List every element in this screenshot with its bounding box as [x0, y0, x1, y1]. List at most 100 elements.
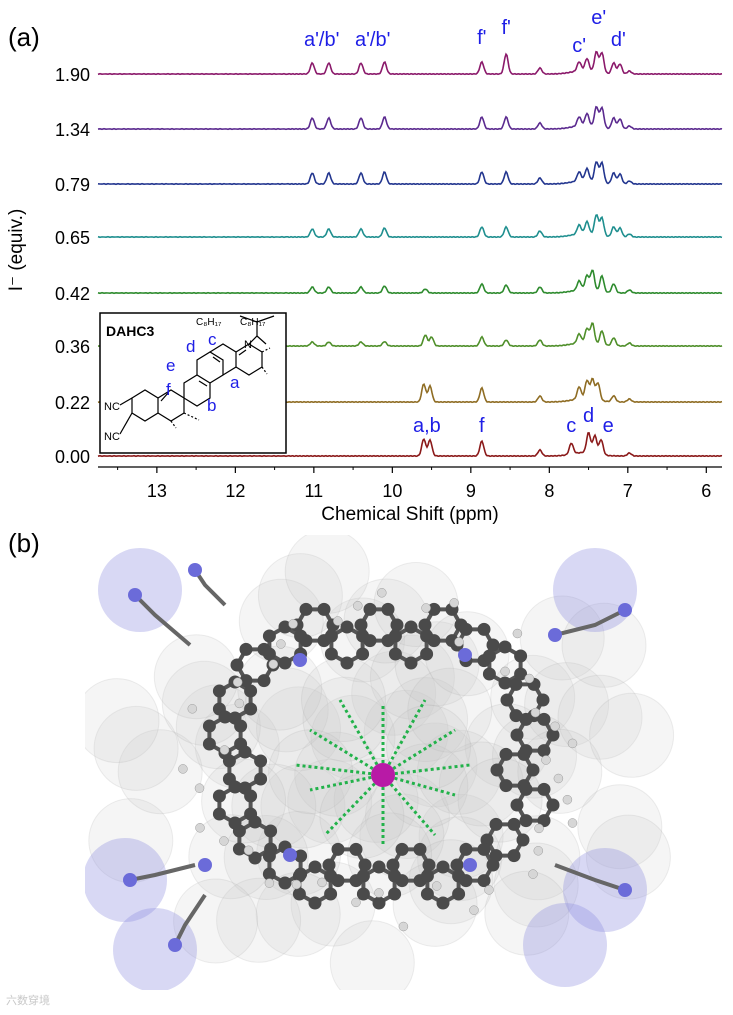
carbon-atom: [517, 747, 531, 761]
nmr-spectra-chart: 1.901.340.790.650.420.360.220.00 a'/b' a'…: [6, 7, 723, 525]
carbon-atom: [452, 887, 466, 901]
molecular-model: [85, 535, 675, 990]
carbon-atom: [218, 710, 232, 724]
hydrogen-atom: [317, 877, 327, 888]
vdw-sphere: [585, 814, 671, 900]
vdw-sphere: [484, 870, 570, 956]
peak-annotation: c': [572, 35, 586, 57]
contact-line: [382, 728, 456, 777]
carbon-atom: [262, 629, 276, 643]
vdw-sphere: [519, 595, 605, 681]
vdw-sphere: [173, 878, 259, 964]
inset-label-c: c: [208, 330, 217, 349]
cyano-bond: [129, 863, 196, 882]
panel-b-label: (b): [8, 528, 40, 558]
x-tick-label: 11: [305, 481, 324, 501]
carbon-atom: [509, 709, 523, 723]
carbon-atom: [519, 814, 533, 828]
vdw-sphere: [93, 705, 179, 791]
contact-line: [323, 773, 385, 837]
atoms: [123, 563, 632, 952]
carbon-atom: [234, 719, 248, 733]
hydrogen-atom: [550, 721, 560, 732]
hydrogen-atom: [268, 659, 279, 669]
hydrogen-atom: [431, 881, 442, 891]
carbon-atom: [507, 817, 521, 831]
carbon-atom: [477, 622, 491, 636]
hydrogen-atom: [232, 677, 243, 687]
nitrogen-atom: [548, 628, 562, 642]
contact-line: [382, 763, 471, 777]
spectrum-trace-1.90: [97, 50, 723, 76]
y-axis-label: I⁻ (equiv.): [6, 209, 27, 292]
nitrogen-atom: [293, 653, 307, 667]
carbon-atom: [537, 712, 551, 726]
carbon-atom: [257, 642, 271, 656]
carbon-atom: [308, 896, 322, 910]
contact-line: [294, 763, 384, 777]
carbon-atom: [257, 674, 271, 688]
nitrogen-atom: [458, 648, 472, 662]
iodide-ion: [371, 763, 395, 787]
hydrogen-atom: [178, 764, 188, 774]
x-tick-label: 7: [623, 481, 633, 501]
carbon-atom: [498, 676, 512, 690]
carbon-atom: [292, 887, 306, 901]
carbon-atom: [202, 737, 216, 751]
carbon-atom: [477, 874, 491, 888]
hydrogen-atom: [377, 588, 387, 598]
inset-alkyl-right: C₈H₁₇: [240, 317, 266, 328]
hydrogen-atom: [333, 616, 343, 626]
carbon-atom: [486, 638, 500, 652]
carbon-atom: [308, 860, 322, 874]
carbon-atom: [264, 824, 278, 838]
inset-label-a: a: [230, 373, 240, 392]
vdw-sphere: [117, 729, 203, 815]
carbon-atom: [372, 896, 386, 910]
carbon-atom: [239, 674, 253, 688]
carbon-atom: [420, 887, 434, 901]
carbon-atom: [222, 754, 236, 768]
carbon-atom: [322, 858, 336, 872]
carbon-atom: [294, 629, 308, 643]
hydrogen-atom: [454, 637, 464, 647]
hydrogen-atom: [533, 846, 544, 856]
inset-label-d: d: [186, 337, 195, 356]
carbon-atom: [202, 719, 216, 733]
carbon-atom: [499, 747, 513, 761]
carbon-atom: [340, 656, 354, 670]
hydrogen-atom: [234, 698, 245, 709]
carbon-atom: [510, 798, 524, 812]
carbon-atom: [278, 620, 292, 634]
x-tick-label: 12: [225, 481, 245, 501]
carbon-atom: [427, 602, 441, 616]
carbon-atom: [459, 842, 473, 856]
vdw-sphere: [589, 692, 675, 778]
peak-annotation: a'/b': [355, 29, 390, 51]
inset-label-e: e: [166, 356, 175, 375]
cyano-bond: [554, 608, 626, 637]
vdw-sphere: [561, 602, 647, 688]
carbon-atom: [363, 602, 377, 616]
carbon-atom: [212, 789, 226, 803]
carbon-atom: [486, 858, 500, 872]
contact-line: [309, 773, 384, 792]
carbon-atom: [436, 860, 450, 874]
carbon-atom: [507, 849, 521, 863]
carbon-atom: [292, 869, 306, 883]
carbon-atom: [413, 842, 427, 856]
carbon-atom: [516, 833, 530, 847]
carbon-atom: [459, 622, 473, 636]
hydrogen-atom: [530, 707, 541, 718]
nitrogen-atom: [123, 873, 137, 887]
carbon-atom: [331, 842, 345, 856]
carbon-atom: [482, 667, 496, 681]
panel-a-label: (a): [8, 22, 40, 52]
nitrogen-atom: [463, 858, 477, 872]
hydrogen-atom: [567, 818, 578, 828]
cyano-bond: [554, 863, 626, 892]
spectrum-trace-0.79: [97, 160, 723, 186]
carbon-atom: [244, 702, 258, 716]
carbon-atom: [386, 858, 400, 872]
inset-label-f: f: [166, 380, 171, 399]
